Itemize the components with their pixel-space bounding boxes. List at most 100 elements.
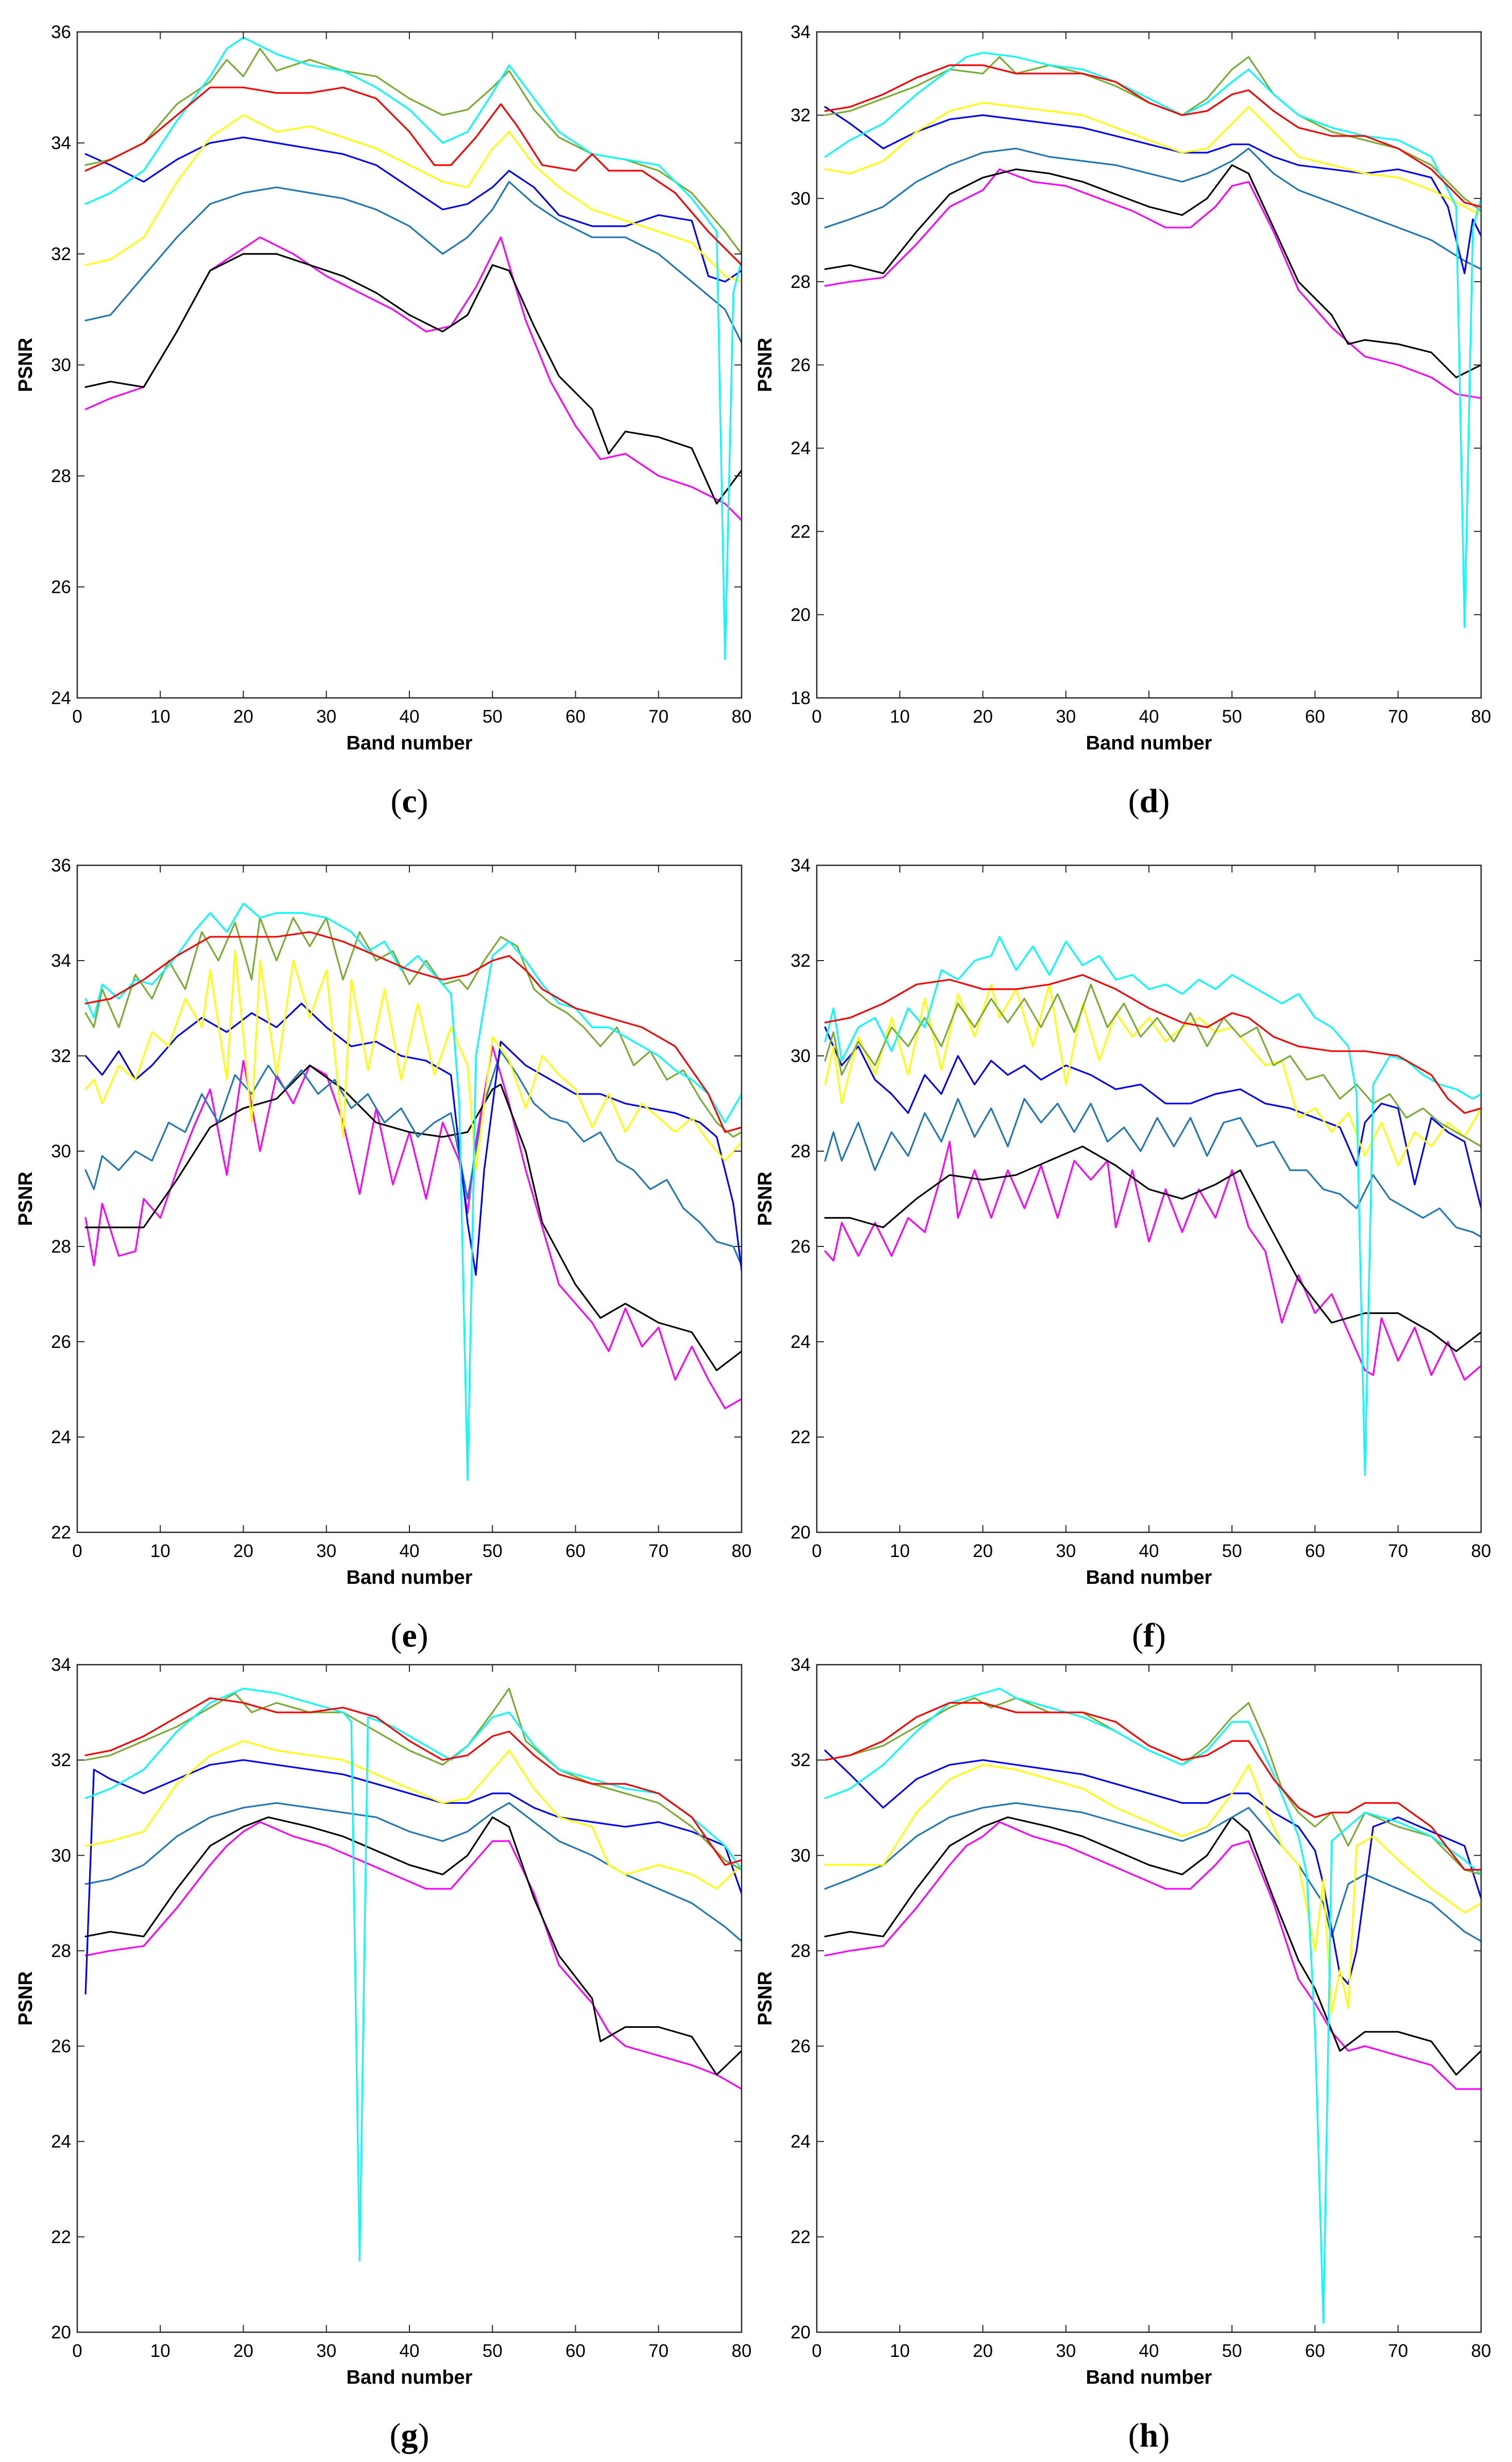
x-tick-label: 60 [1305, 2341, 1325, 2361]
y-tick-label: 30 [51, 355, 71, 375]
series-group [84, 902, 742, 1481]
x-axis-label: Band number [1086, 732, 1212, 754]
y-tick-label: 32 [51, 1046, 71, 1066]
panel-d: 0 10 20 30 40 50 60 70 80 18 20 22 24 26 28 30 32 34 Band … [754, 22, 1491, 820]
y-tick-label: 26 [791, 1237, 811, 1257]
y-tick-label: 30 [51, 1845, 71, 1866]
y-tick-label: 26 [51, 577, 71, 597]
plot-area [817, 1665, 1481, 2332]
series-line-black [824, 164, 1481, 379]
x-tick-label: 0 [812, 1541, 821, 1561]
x-tick-label: 70 [648, 1541, 668, 1561]
y-axis-label: PSNR [754, 1971, 776, 2026]
series-line-yellow [824, 983, 1481, 1167]
series-line-red [84, 931, 742, 1133]
x-tick-label: 50 [1222, 1541, 1242, 1561]
y-tick-label: 22 [791, 2227, 811, 2247]
x-tick-label: 20 [233, 1541, 253, 1561]
series-line-cyan [824, 936, 1481, 1476]
series-line-black [824, 1145, 1481, 1353]
x-tick-label: 40 [400, 1541, 420, 1561]
plot-area [77, 865, 742, 1532]
series-line-steelblue [84, 1802, 742, 1942]
series-group [84, 1687, 742, 2262]
y-tick-label: 24 [791, 438, 811, 458]
y-tick-label: 34 [791, 1655, 811, 1675]
series-line-cyan [824, 52, 1481, 628]
y-tick-label: 22 [791, 1427, 811, 1447]
y-tick-label: 26 [51, 1332, 71, 1352]
x-tick-label: 80 [732, 1541, 752, 1561]
x-tick-label: 0 [812, 2341, 821, 2361]
series-line-blue [824, 106, 1481, 275]
y-tick-label: 36 [51, 22, 71, 42]
series-line-steelblue [824, 147, 1481, 270]
y-tick-label: 32 [791, 106, 811, 126]
x-tick-label: 70 [1388, 707, 1408, 727]
series-line-yellow [824, 101, 1481, 216]
series-line-red [824, 1702, 1481, 1871]
x-tick-label: 30 [1056, 2341, 1076, 2361]
x-tick-label: 20 [233, 707, 253, 727]
y-tick-label: 18 [791, 688, 811, 708]
x-tick-label: 40 [1139, 2341, 1159, 2361]
x-tick-label: 80 [1471, 1541, 1491, 1561]
x-tick-label: 20 [973, 2341, 993, 2361]
series-line-green [84, 1687, 742, 1871]
y-tick-label: 30 [51, 1141, 71, 1161]
x-tick-label: 50 [483, 2341, 503, 2361]
y-tick-label: 34 [51, 1655, 71, 1675]
y-axis-label: PSNR [15, 1172, 37, 1226]
series-line-black [824, 1816, 1481, 2076]
y-tick-label: 28 [791, 1941, 811, 1961]
x-tick-label: 30 [316, 707, 336, 727]
panel-caption: (h) [1128, 2417, 1170, 2454]
y-tick-label: 24 [791, 2132, 811, 2152]
x-tick-label: 40 [400, 2341, 420, 2361]
x-tick-label: 40 [1139, 1541, 1159, 1561]
x-tick-label: 20 [973, 707, 993, 727]
panel-h: 0 10 20 30 40 50 60 70 80 20 22 24 26 28 30 32 34 Band nu… [754, 1655, 1491, 2454]
panel-caption: (g) [390, 2417, 429, 2454]
x-tick-label: 70 [648, 707, 668, 727]
y-tick-label: 36 [51, 856, 71, 876]
x-tick-label: 50 [483, 1541, 503, 1561]
y-tick-label: 24 [51, 1427, 71, 1447]
series-line-blue [84, 1759, 742, 1995]
series-line-cyan [84, 1687, 742, 2262]
x-tick-label: 80 [1471, 2341, 1491, 2361]
y-tick-label: 34 [51, 951, 71, 971]
panel-caption: (f) [1132, 1617, 1166, 1654]
y-tick-label: 24 [51, 688, 71, 708]
x-tick-label: 70 [1388, 1541, 1408, 1561]
x-axis-label: Band number [347, 2367, 473, 2388]
series-line-magenta [824, 168, 1481, 399]
series-line-black [84, 1816, 742, 2076]
y-tick-label: 22 [51, 2227, 71, 2247]
y-axis-label: PSNR [15, 338, 37, 392]
panel-g: 0 10 20 30 40 50 60 70 80 20 22 24 26 28 30 32 34 Band nu… [15, 1655, 751, 2454]
y-tick-label: 32 [791, 1750, 811, 1770]
y-tick-label: 26 [791, 355, 811, 375]
x-tick-label: 0 [72, 2341, 82, 2361]
x-tick-label: 30 [316, 1541, 336, 1561]
x-axis-label: Band number [347, 732, 473, 754]
series-line-yellow [84, 114, 742, 283]
x-tick-label: 10 [150, 2341, 170, 2361]
panel-c: 0 10 20 30 40 50 60 70 80 24 26 28 30 32 34 36 Band numb… [15, 22, 751, 820]
y-tick-label: 24 [791, 1332, 811, 1352]
x-tick-label: 10 [150, 707, 170, 727]
y-tick-label: 30 [791, 189, 811, 209]
y-tick-label: 20 [51, 2322, 71, 2343]
series-line-yellow [84, 1740, 742, 1890]
x-tick-label: 30 [1056, 1541, 1076, 1561]
x-tick-label: 60 [1305, 707, 1325, 727]
y-tick-label: 24 [51, 2132, 71, 2152]
x-axis-label: Band number [347, 1567, 473, 1588]
panel-f: 0 10 20 30 40 50 60 70 80 20 22 24 26 28 30 32 34 Band nu… [754, 856, 1491, 1654]
series-line-red [84, 1697, 742, 1866]
y-tick-label: 28 [791, 272, 811, 292]
y-tick-label: 20 [791, 605, 811, 625]
series-line-red [84, 87, 742, 266]
